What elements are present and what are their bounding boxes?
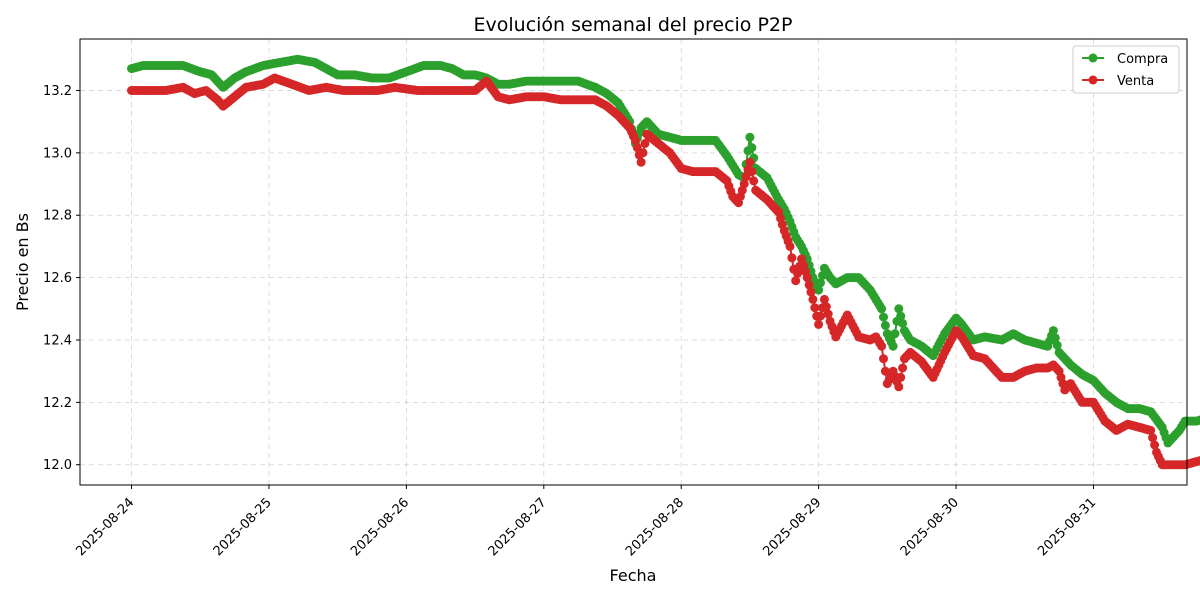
- series-line-compra: [131, 58, 1200, 444]
- data-point-venta: [793, 268, 803, 278]
- series-venta: [127, 73, 1200, 470]
- x-tick-label: 2025-08-30: [898, 495, 962, 559]
- data-point-venta: [636, 157, 646, 167]
- data-point-venta: [741, 172, 751, 182]
- data-point-venta: [739, 179, 749, 189]
- data-point-compra: [894, 304, 904, 314]
- y-tick-label: 13.2: [43, 84, 72, 99]
- x-axis-label: Fecha: [610, 566, 657, 585]
- data-point-venta: [638, 148, 648, 158]
- x-tick-label: 2025-08-26: [348, 495, 412, 559]
- data-point-compra: [879, 312, 888, 322]
- data-point-venta: [791, 276, 801, 286]
- data-point-venta: [640, 139, 650, 148]
- data-point-venta: [749, 176, 759, 186]
- data-point-venta: [898, 363, 908, 373]
- data-point-compra: [1048, 326, 1058, 336]
- data-point-compra: [880, 320, 890, 330]
- plot-frame: [79, 38, 1188, 486]
- data-point-venta: [806, 287, 816, 297]
- y-tick-label: 12.6: [43, 271, 72, 286]
- x-tick-label: 2025-08-27: [486, 495, 550, 559]
- legend-marker-venta: [1088, 75, 1098, 85]
- data-point-venta: [896, 372, 906, 382]
- x-tick-label: 2025-08-25: [211, 495, 275, 559]
- legend-label-venta: Venta: [1117, 74, 1154, 89]
- x-tick-label: 2025-08-24: [73, 495, 137, 559]
- grid: [80, 39, 1187, 485]
- data-point-venta: [821, 302, 831, 312]
- y-axis-label: Precio en Bs: [13, 213, 32, 311]
- legend-label-compra: Compra: [1117, 52, 1168, 67]
- x-tick-label: 2025-08-31: [1035, 495, 1099, 559]
- data-point-compra: [877, 304, 887, 314]
- data-point-venta: [877, 341, 887, 351]
- data-point-compra: [890, 329, 900, 339]
- data-point-venta: [747, 167, 757, 177]
- data-point-venta: [819, 294, 829, 304]
- data-point-venta: [814, 319, 824, 329]
- y-tick-label: 12.0: [43, 458, 72, 473]
- y-tick-label: 13.0: [43, 146, 72, 161]
- data-point-venta: [1148, 433, 1158, 443]
- data-point-venta: [823, 309, 833, 319]
- series-layer: [127, 54, 1200, 470]
- data-point-venta: [1150, 440, 1160, 450]
- data-point-compra: [814, 285, 824, 295]
- data-point-venta: [802, 273, 812, 283]
- data-point-compra: [747, 143, 757, 153]
- data-point-venta: [630, 135, 640, 145]
- data-point-compra: [816, 278, 825, 288]
- data-point-compra: [745, 132, 755, 142]
- data-point-compra: [1197, 415, 1200, 424]
- data-point-compra: [896, 311, 906, 321]
- data-point-venta: [804, 280, 814, 290]
- data-point-venta: [808, 294, 818, 304]
- data-point-venta: [816, 311, 825, 321]
- y-tick-label: 12.8: [43, 209, 72, 224]
- data-point-venta: [894, 382, 904, 392]
- y-tick-label: 12.2: [43, 396, 72, 411]
- data-point-venta: [787, 253, 797, 263]
- legend: Compra Venta: [1072, 45, 1180, 94]
- axis-ticks: 2025-08-24 2025-08-25 2025-08-26 2025-08-27…: [43, 84, 1099, 559]
- data-point-venta: [785, 241, 795, 251]
- legend-marker-compra: [1088, 53, 1098, 63]
- chart-title: Evolución semanal del precio P2P: [474, 14, 793, 36]
- data-point-venta: [1146, 425, 1156, 435]
- data-point-venta: [1197, 456, 1200, 464]
- data-point-compra: [898, 318, 908, 328]
- data-point-compra: [1050, 333, 1060, 343]
- data-point-venta: [745, 157, 755, 167]
- data-point-compra: [1052, 340, 1062, 350]
- x-tick-label: 2025-08-28: [623, 495, 687, 559]
- data-point-venta: [879, 354, 888, 364]
- y-tick-label: 12.4: [43, 333, 72, 348]
- data-point-venta: [810, 303, 820, 313]
- data-point-venta: [632, 143, 642, 153]
- data-point-compra: [888, 341, 898, 351]
- series-compra: [127, 54, 1200, 448]
- x-tick-label: 2025-08-29: [760, 495, 824, 559]
